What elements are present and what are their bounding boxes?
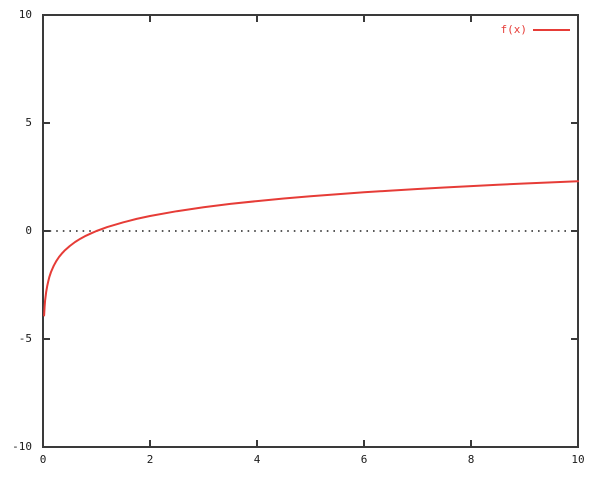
x-tick-label: 2	[146, 453, 154, 466]
y-tick-label: 0	[25, 224, 32, 237]
y-tick-label: -10	[12, 440, 32, 453]
x-tick-label: 4	[253, 453, 261, 466]
legend-label: f(x)	[500, 23, 528, 36]
y-tick-label: 5	[25, 116, 32, 129]
x-tick-label: 8	[467, 453, 475, 466]
x-tick-label: 0	[39, 453, 47, 466]
x-tick-label: 6	[360, 453, 368, 466]
y-tick-label: 10	[18, 8, 32, 21]
y-tick-label: -5	[18, 332, 32, 345]
x-tick-label: 10	[571, 453, 585, 466]
series-curve	[43, 180, 579, 317]
